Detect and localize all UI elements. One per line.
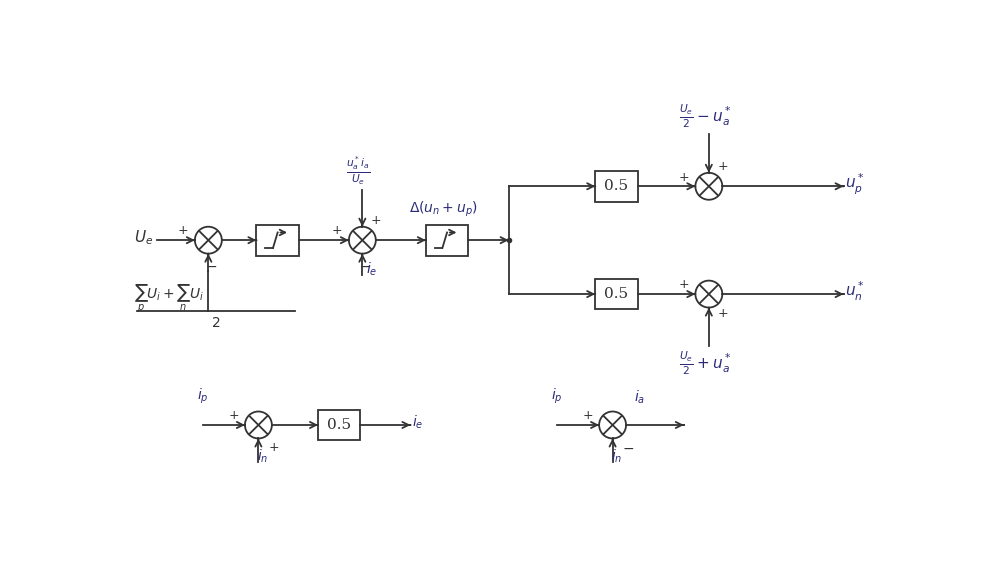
Text: 0.5: 0.5 [604, 179, 629, 193]
Text: $+$: $+$ [370, 214, 381, 227]
Text: $i_p$: $i_p$ [551, 387, 563, 406]
Text: $-$: $-$ [205, 259, 218, 273]
Bar [256, 225, 299, 256]
Text: $U_e$: $U_e$ [134, 228, 153, 247]
Text: $u_p^*$: $u_p^*$ [845, 171, 865, 197]
Text: $2$: $2$ [211, 316, 221, 329]
Text: $i_n$: $i_n$ [611, 448, 622, 465]
Text: $+$: $+$ [228, 409, 239, 422]
Text: $u_n^*$: $u_n^*$ [845, 280, 865, 304]
Bar [426, 225, 468, 256]
Text: $-$: $-$ [359, 259, 372, 273]
Text: $i_a$: $i_a$ [634, 388, 645, 406]
Text: $+$: $+$ [331, 224, 343, 238]
Text: $\frac{u_a^*i_a}{U_e}$: $\frac{u_a^*i_a}{U_e}$ [346, 154, 371, 187]
Text: $i_e$: $i_e$ [366, 261, 378, 278]
Bar [318, 410, 360, 440]
Text: $\frac{U_e}{2}-u_a^*$: $\frac{U_e}{2}-u_a^*$ [679, 103, 731, 130]
Bar [595, 279, 638, 309]
Bar [595, 171, 638, 202]
Text: $+$: $+$ [582, 409, 593, 422]
Text: $i_p$: $i_p$ [197, 387, 208, 406]
Text: $i_n$: $i_n$ [257, 448, 268, 465]
Text: $-$: $-$ [622, 441, 634, 455]
Text: $+$: $+$ [177, 224, 189, 238]
Text: $+$: $+$ [678, 171, 689, 183]
Text: $+$: $+$ [717, 307, 728, 320]
Text: $\frac{U_e}{2}+u_a^*$: $\frac{U_e}{2}+u_a^*$ [679, 350, 731, 377]
Text: 0.5: 0.5 [604, 287, 629, 301]
Text: $\sum_{p}U_i+\sum_{n}U_i$: $\sum_{p}U_i+\sum_{n}U_i$ [134, 283, 204, 314]
Text: $+$: $+$ [717, 160, 728, 173]
Text: 0.5: 0.5 [327, 418, 351, 432]
Text: $i_e$: $i_e$ [412, 414, 423, 432]
Text: $+$: $+$ [268, 441, 279, 454]
Text: $\Delta(u_n+u_p)$: $\Delta(u_n+u_p)$ [409, 199, 478, 219]
Text: $+$: $+$ [678, 278, 689, 291]
